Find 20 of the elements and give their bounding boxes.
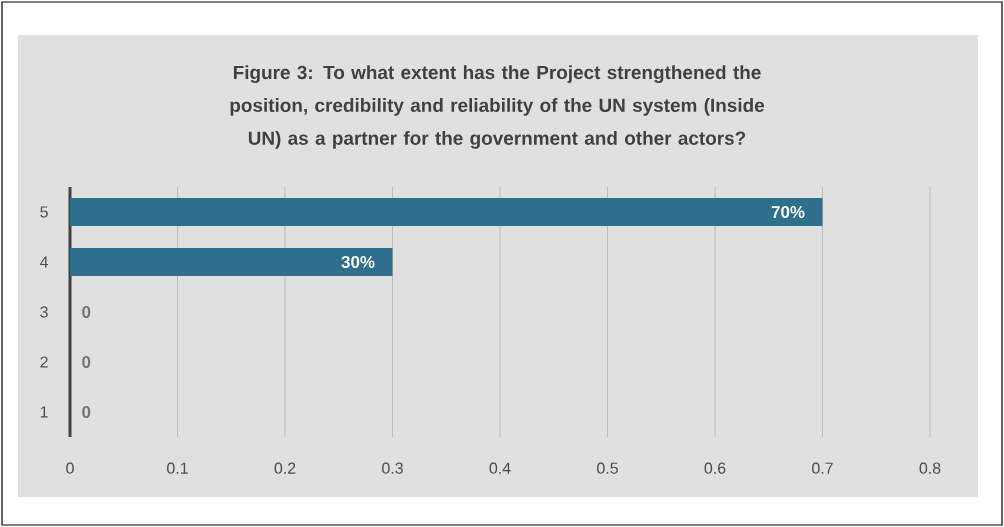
y-tick-label: 3 (40, 306, 48, 318)
data-label: 70% (771, 205, 805, 218)
data-label: 30% (341, 255, 375, 268)
y-tick-label: 4 (39, 256, 49, 268)
x-tick-label: 0.1 (167, 462, 188, 474)
y-tick-label: 2 (40, 356, 48, 368)
y-tick-label: 1 (40, 406, 48, 418)
x-tick-label: 0.8 (919, 462, 941, 474)
x-tick-label: 0.3 (382, 462, 403, 474)
chart-title: Figure 3: To what extent has the Project strengthened the position, credibility and reliability of the UN system (Inside UN) as a partner for the government and other actors? (230, 65, 765, 149)
data-label: 0 (82, 355, 91, 368)
x-tick-label: 0.7 (812, 462, 833, 474)
data-label: 0 (82, 305, 91, 318)
x-tick-label: 0.5 (597, 462, 618, 474)
x-tick-label: 0.2 (274, 462, 296, 474)
x-tick-label: 0.4 (489, 462, 511, 474)
data-label: 0 (82, 405, 91, 418)
y-tick-label: 5 (40, 206, 48, 218)
x-tick-label: 0 (66, 462, 74, 474)
x-tick-label: 0.6 (704, 462, 726, 474)
